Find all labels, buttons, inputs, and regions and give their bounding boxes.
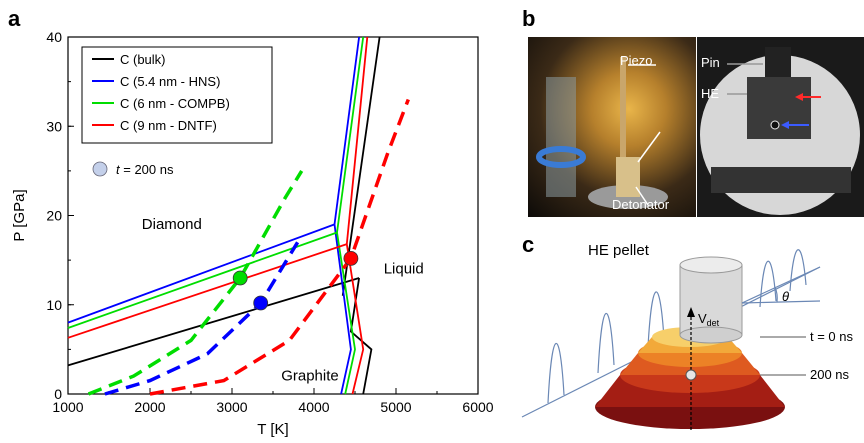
x-tick-label: 2000 [134,399,165,415]
he-pellet-bottom [679,326,743,344]
t0-label: t = 0 ns [810,329,853,344]
trajectory-marker [343,250,359,266]
detonator-label: Detonator [612,197,670,212]
pellet-position-marker [685,369,697,381]
he-shape [747,77,811,139]
phase-boundary-graphite-liquid [345,243,365,395]
theta-ray-upper [741,266,821,304]
legend-marker-icon [92,161,108,177]
radiograph-drawing [700,47,860,215]
he-pointer [637,131,661,163]
center-dot [770,120,780,130]
experiment-photo-drawing [536,57,668,209]
x-tick-label: 4000 [298,399,329,415]
y-tick-label: 20 [46,208,62,224]
legend-label: C (6 nm - COMPB) [120,96,230,111]
phase-diagram-chart: 1000 2000 3000 4000 5000 6000 0 10 20 30 40 T [K] P … [11,29,494,438]
phase-boundary-diamond-liquid [333,36,360,225]
trajectory-marker [232,270,248,286]
phase-boundary-diamond-liquid [336,36,365,233]
panel-letter-a: a [8,6,21,31]
phase-boundary-graphite-liquid [336,232,356,395]
wave-pulse-5 [789,249,807,292]
phase-boundary-graphite-diamond [67,277,360,367]
legend-box [81,46,273,144]
x-axis-label: T [K] [257,421,288,438]
blue-ring [536,146,586,168]
phase-boundary-graphite-diamond [67,243,348,339]
legend-marker-label: t = 200 ns [116,162,174,177]
t200-label: 200 ns [810,367,850,382]
theta-arc [774,286,778,303]
piezo-rod [620,57,626,177]
panel-letter-b: b [522,6,536,31]
blue-arrowhead [781,121,789,129]
detonator-pointer [635,186,649,206]
detonation-schematic: HE pellet Vdet θ t = 0 ns 200 ns [521,242,853,430]
wave-pulse-3 [647,291,665,348]
piezo-label: Piezo [620,53,653,68]
radiograph-photo: Pin HE [697,37,864,217]
detonation-trajectory [149,98,410,396]
pin-label: Pin [701,55,720,70]
legend-label: C (bulk) [120,52,166,67]
legend-label: C (9 nm - DNTF) [120,118,217,133]
x-tick-label: 5000 [380,399,411,415]
phase-boundary-graphite-liquid [333,224,352,395]
red-arrowhead [795,93,803,101]
x-tick-label: 6000 [462,399,493,415]
liquid-region-label: Liquid [384,261,424,278]
he-pellet [679,264,743,336]
detonator-body [616,157,640,197]
diamond-region-label: Diamond [142,216,202,233]
y-tick-label: 0 [54,386,62,402]
detonation-trajectory [87,169,304,396]
y-tick-label: 40 [46,29,62,45]
he-pellet-label: HE pellet [588,242,650,259]
theta-label: θ [782,289,789,304]
graphite-region-label: Graphite [281,368,339,385]
pin-shape [765,47,791,81]
base-shape [711,167,851,193]
phase-boundary-graphite-diamond [67,223,335,324]
he-label: HE [701,86,720,101]
y-tick-label: 10 [46,297,62,313]
wave-pulse-1 [547,342,565,404]
trajectory-marker [253,295,269,311]
y-tick-label: 30 [46,118,62,134]
wave-pulse-2 [597,312,615,374]
velocity-label: Vdet [698,311,720,328]
velocity-arrowhead [687,307,695,317]
he-pellet-top [679,256,743,274]
x-tick-label: 1000 [52,399,83,415]
theta-ray-lower [741,300,821,304]
y-axis-label: P [GPa] [11,189,28,241]
experiment-photo: Piezo Detonator [528,37,696,217]
legend-label: C (5.4 nm - HNS) [120,74,220,89]
wave-pulse-4 [759,260,777,308]
glass-cylinder [546,77,576,197]
x-tick-label: 3000 [216,399,247,415]
phase-boundary-diamond-liquid [345,36,369,245]
detonation-trajectory [104,241,300,396]
panel-letter-c: c [522,232,535,257]
